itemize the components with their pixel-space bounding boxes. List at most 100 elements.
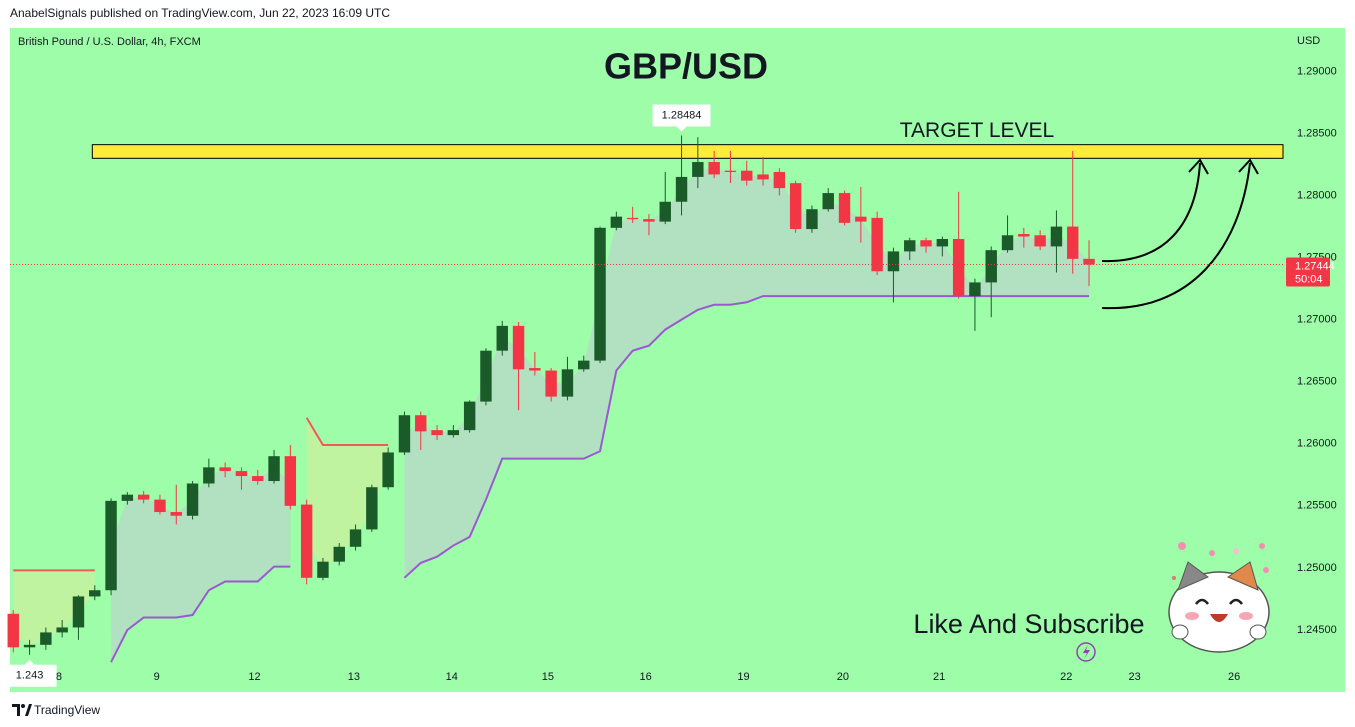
candle-body xyxy=(659,201,671,222)
candle-body xyxy=(1001,235,1014,251)
x-tick-label: 16 xyxy=(640,671,652,683)
candle-body xyxy=(529,368,541,371)
candle-body xyxy=(675,176,688,202)
candle-body xyxy=(594,227,606,361)
candle-body xyxy=(317,561,329,578)
x-tick-label: 12 xyxy=(248,671,260,683)
candle-body xyxy=(708,162,720,175)
candle-body xyxy=(757,174,769,180)
chart-background xyxy=(10,28,1345,692)
candle-body xyxy=(23,644,36,648)
candle-body xyxy=(252,476,264,482)
footer-brand: TradingView xyxy=(34,703,100,717)
y-tick-label: 1.26500 xyxy=(1297,376,1337,388)
candle-body xyxy=(415,415,427,432)
candle-body xyxy=(724,170,737,172)
target-label: TARGET LEVEL xyxy=(900,119,1054,142)
candle-body xyxy=(1018,234,1030,237)
candle-body xyxy=(463,401,476,431)
candle-body xyxy=(1050,226,1063,247)
candle-body xyxy=(268,456,280,482)
candle-body xyxy=(936,238,949,247)
candle-body xyxy=(40,632,52,645)
low-callout-box xyxy=(2,659,57,687)
candle-body xyxy=(985,250,997,283)
y-tick-label: 1.26000 xyxy=(1297,438,1337,450)
candle-body xyxy=(626,217,639,220)
x-tick-label: 9 xyxy=(154,671,160,683)
candle-body xyxy=(382,452,394,488)
target-zone xyxy=(91,144,1284,159)
candle-body xyxy=(773,171,786,189)
candle-body xyxy=(920,240,932,247)
candle-body xyxy=(121,494,134,501)
candle-body xyxy=(1083,258,1095,265)
high-callout: 1.28484 xyxy=(662,109,702,121)
candle-body xyxy=(333,546,345,562)
x-tick-label: 19 xyxy=(737,671,749,683)
candle-body xyxy=(137,494,150,500)
candle-body xyxy=(203,467,215,484)
y-tick-label: 1.28500 xyxy=(1297,127,1337,139)
candle-body xyxy=(235,471,248,477)
trail-line xyxy=(305,417,389,447)
candle-body xyxy=(284,456,297,506)
candle-body xyxy=(789,183,802,230)
trend-fill xyxy=(13,570,95,647)
x-tick-label: 8 xyxy=(56,671,62,683)
candle-body xyxy=(838,193,851,223)
candle-body xyxy=(496,325,508,351)
x-tick-label: 14 xyxy=(446,671,458,683)
candle-body xyxy=(904,240,916,252)
candle-body xyxy=(545,370,557,397)
tradingview-logo xyxy=(12,704,32,716)
candle-body xyxy=(512,325,525,370)
candle-body xyxy=(398,415,411,453)
candle-body xyxy=(871,217,883,272)
candle-body xyxy=(170,512,182,516)
candle-body xyxy=(300,504,313,578)
currency-label: USD xyxy=(1297,35,1320,47)
trail-line xyxy=(110,565,291,663)
candle-body xyxy=(7,613,19,648)
candle-body xyxy=(561,369,574,397)
target-arrows xyxy=(1101,158,1259,310)
candle-body xyxy=(186,483,199,516)
candle-body xyxy=(447,430,460,436)
candle-body xyxy=(89,590,101,597)
high-callout-box xyxy=(652,104,711,132)
x-tick-label: 20 xyxy=(837,671,849,683)
candle-body xyxy=(969,282,981,297)
candle-body xyxy=(806,209,818,230)
y-tick-label: 1.25500 xyxy=(1297,500,1337,512)
y-tick-label: 1.27000 xyxy=(1297,314,1337,326)
candle-body xyxy=(366,487,378,530)
candle-body xyxy=(105,500,117,591)
y-tick-label: 1.28000 xyxy=(1297,189,1337,201)
price-tag xyxy=(1286,257,1330,287)
x-tick-label: 21 xyxy=(933,671,945,683)
candle-body xyxy=(56,627,68,633)
candle-body xyxy=(219,467,231,472)
candle-body xyxy=(1067,226,1079,259)
subscribe-text: Like And Subscribe xyxy=(913,609,1144,639)
symbol-label: British Pound / U.S. Dollar, 4h, FXCM xyxy=(18,36,201,48)
chart-title: GBP/USD xyxy=(604,46,768,87)
candle-body xyxy=(610,216,623,228)
candle-body xyxy=(855,216,867,222)
candle-body xyxy=(822,193,834,210)
candle-body xyxy=(431,430,443,436)
candle-body xyxy=(480,350,492,402)
candle-body xyxy=(643,219,655,222)
y-tick-label: 1.29000 xyxy=(1297,65,1337,77)
x-tick-label: 22 xyxy=(1060,671,1072,683)
trend-fill xyxy=(306,417,389,570)
price-tag-countdown: 50:04 xyxy=(1295,273,1323,285)
candle-body xyxy=(578,360,590,370)
candle-body xyxy=(154,499,166,513)
trend-fill xyxy=(111,468,291,663)
candle-body xyxy=(72,596,85,628)
candle-body xyxy=(741,170,753,181)
